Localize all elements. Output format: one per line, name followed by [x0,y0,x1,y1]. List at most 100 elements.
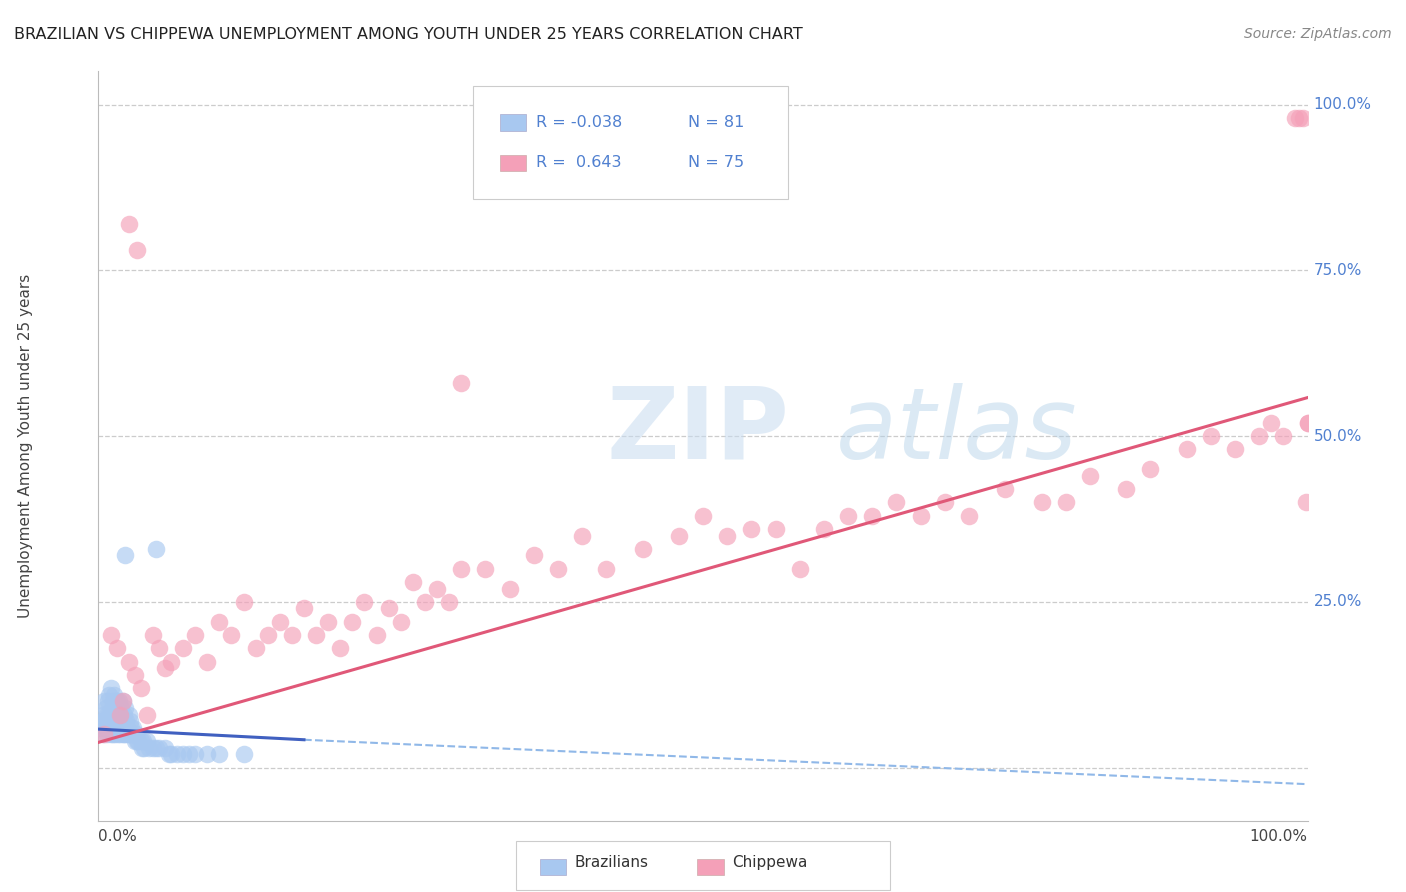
Point [474,562,496,576]
Text: 75.0%: 75.0% [1313,263,1362,277]
Text: Chippewa: Chippewa [733,855,807,870]
Point [1296,416,1319,430]
Bar [501,154,526,171]
Point [571,528,593,542]
Point [934,495,956,509]
Point [108,721,131,735]
Point [115,714,138,728]
Point [110,701,132,715]
Text: ZIP: ZIP [606,383,789,480]
Point [93,727,115,741]
Point [1296,416,1319,430]
Point [413,595,436,609]
Point [101,694,124,708]
Point [668,528,690,542]
Point [127,244,149,258]
Point [129,681,152,695]
Point [148,641,170,656]
Point [118,727,141,741]
Point [765,522,787,536]
Point [100,628,122,642]
Point [910,508,932,523]
Point [1223,442,1246,457]
Point [103,688,125,702]
Point [160,747,183,762]
Point [595,562,617,576]
Point [208,747,231,762]
Point [111,694,134,708]
Point [120,721,142,735]
Point [1249,429,1271,443]
Point [142,628,165,642]
Point [523,549,546,563]
Point [1288,111,1310,125]
Point [127,734,149,748]
Point [121,727,143,741]
Text: Brazilians: Brazilians [575,855,648,870]
Text: atlas: atlas [837,383,1077,480]
Point [1260,416,1282,430]
Point [1272,429,1295,443]
Point [1078,468,1101,483]
Point [153,740,176,755]
Point [108,707,131,722]
Bar [697,859,724,875]
Point [813,522,835,536]
Point [179,747,201,762]
Point [142,740,165,755]
Text: N = 81: N = 81 [689,115,745,130]
Point [837,508,859,523]
Point [1284,111,1306,125]
Point [426,582,449,596]
Text: 50.0%: 50.0% [1313,428,1362,443]
Point [112,707,135,722]
Point [96,727,118,741]
Point [138,740,160,755]
Point [153,661,176,675]
Point [157,747,180,762]
Point [245,641,267,656]
Point [166,747,188,762]
Point [342,615,364,629]
Point [450,562,472,576]
Point [112,727,135,741]
Point [105,694,128,708]
Point [111,714,134,728]
Text: R = -0.038: R = -0.038 [536,115,623,130]
Point [134,740,156,755]
Point [122,721,145,735]
Point [547,562,569,576]
Point [118,707,141,722]
Point [105,707,128,722]
Point [104,727,127,741]
Point [118,655,141,669]
Point [256,628,278,642]
Text: 25.0%: 25.0% [1313,594,1362,609]
Point [789,562,811,576]
Point [132,734,155,748]
Point [498,582,520,596]
Point [100,707,122,722]
Point [886,495,908,509]
Text: 100.0%: 100.0% [1313,97,1372,112]
Point [108,727,131,741]
Point [305,628,328,642]
Point [124,734,146,748]
Point [1115,482,1137,496]
Point [114,721,136,735]
Text: 0.0%: 0.0% [98,829,138,844]
Point [90,721,112,735]
Point [232,595,254,609]
Point [160,655,183,669]
Point [91,707,114,722]
Bar [501,114,526,130]
Point [101,727,124,741]
Point [111,727,134,741]
Point [117,721,139,735]
Point [129,734,152,748]
Point [118,217,141,231]
Point [1295,495,1317,509]
Point [269,615,291,629]
Point [118,727,141,741]
Bar [540,859,567,875]
